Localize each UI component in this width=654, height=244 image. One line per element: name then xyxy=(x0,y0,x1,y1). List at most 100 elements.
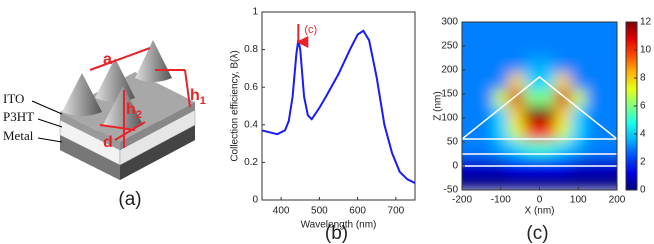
heatmap-cell xyxy=(586,22,602,40)
heatmap-cell xyxy=(493,55,509,73)
y-tick-label: 200 xyxy=(441,65,458,76)
heatmap-cell xyxy=(493,122,509,141)
heatmap-cell xyxy=(555,89,571,107)
heatmap-cell xyxy=(601,173,617,190)
x-tick-label: 100 xyxy=(570,195,587,206)
heatmap-cell xyxy=(539,173,555,190)
heatmap-cell xyxy=(462,139,478,157)
heatmap-cell xyxy=(586,106,602,124)
heatmap-cell xyxy=(586,122,602,141)
heatmap-cell xyxy=(555,72,571,90)
heatmap-cell xyxy=(539,106,555,124)
y-tick-label: 0 xyxy=(252,195,258,206)
dim-label: d xyxy=(103,134,113,151)
heatmap-cell xyxy=(493,22,509,40)
heatmap-cell xyxy=(477,173,493,190)
colorbar-tick-label: 0 xyxy=(640,185,646,196)
y-tick-label: -50 xyxy=(444,185,459,196)
heatmap-cell xyxy=(555,55,571,73)
y-axis-label: Collection efficiency, B(λ) xyxy=(230,50,241,161)
panel-label: (c) xyxy=(526,223,548,244)
heatmap-cell xyxy=(462,72,478,90)
heatmap-cell xyxy=(539,139,555,157)
x-tick-label: 700 xyxy=(388,206,405,217)
x-axis-label: X (nm) xyxy=(525,206,555,217)
heatmap-cell xyxy=(586,156,602,174)
heatmap-cell xyxy=(508,139,524,157)
heatmap-cell xyxy=(508,156,524,174)
heatmap-cell xyxy=(586,139,602,157)
heatmap-cell xyxy=(493,72,509,90)
colorbar-tick-label: 8 xyxy=(640,73,646,84)
dim-label: h2 xyxy=(126,101,142,121)
heatmap-cell xyxy=(508,89,524,107)
y-tick-label: 0.4 xyxy=(244,119,258,130)
heatmap-cell xyxy=(601,89,617,107)
heatmap-cell xyxy=(555,139,571,157)
heatmap xyxy=(462,22,617,190)
heatmap-cell xyxy=(555,173,571,190)
heatmap-cell xyxy=(462,173,478,190)
x-tick-label: 500 xyxy=(311,206,328,217)
heatmap-cell xyxy=(462,22,478,40)
heatmap-cell xyxy=(477,139,493,157)
heatmap-cell xyxy=(601,156,617,174)
heatmap-cell xyxy=(477,22,493,40)
heatmap-cell xyxy=(555,122,571,141)
heatmap-cell xyxy=(539,38,555,57)
structure-outline xyxy=(462,76,617,167)
x-tick-label: 400 xyxy=(273,206,290,217)
heatmap-cell xyxy=(570,38,586,57)
heatmap-cell xyxy=(462,55,478,73)
data-line xyxy=(261,29,416,184)
heatmap-cell xyxy=(462,89,478,107)
heatmap-cell xyxy=(570,89,586,107)
y-tick-label: 300 xyxy=(441,17,458,28)
heatmap-cell xyxy=(586,89,602,107)
heatmap-cell xyxy=(539,156,555,174)
colorbar-tick-label: 12 xyxy=(640,17,652,28)
heatmap-cell xyxy=(601,38,617,57)
heatmap-cell xyxy=(586,173,602,190)
colorbar-tick-label: 4 xyxy=(640,129,646,140)
panel-label: (a) xyxy=(118,189,141,210)
heatmap-cell xyxy=(539,89,555,107)
y-tick-label: 1 xyxy=(252,7,258,18)
heatmap-cell xyxy=(601,55,617,73)
heatmap-cell xyxy=(524,156,540,174)
y-tick-label: 0.6 xyxy=(244,82,258,93)
heatmap-cell xyxy=(524,139,540,157)
layer-label: P3HT xyxy=(3,109,34,124)
heatmap-cell xyxy=(508,55,524,73)
heatmap-cell xyxy=(524,122,540,141)
heatmap-cell xyxy=(555,38,571,57)
heatmap-cell xyxy=(477,106,493,124)
heatmap-cell xyxy=(601,106,617,124)
heatmap-cell xyxy=(601,139,617,157)
heatmap-cell xyxy=(539,122,555,141)
heatmap-cell xyxy=(462,156,478,174)
dim-label: a xyxy=(103,51,112,68)
heatmap-cell xyxy=(524,38,540,57)
y-tick-label: 250 xyxy=(441,41,458,52)
colorbar-tick-label: 10 xyxy=(640,45,652,56)
heatmap-cell xyxy=(539,22,555,40)
panel-label: (b) xyxy=(325,223,348,244)
heatmap-cell xyxy=(524,55,540,73)
heatmap-cell xyxy=(586,72,602,90)
y-axis-label: Z (nm) xyxy=(433,91,444,120)
heatmap-cell xyxy=(508,22,524,40)
heatmap-cell xyxy=(570,173,586,190)
x-tick-label: 200 xyxy=(609,195,626,206)
heatmap-cell xyxy=(555,156,571,174)
heatmap-cell xyxy=(508,72,524,90)
heatmap-cells xyxy=(462,22,617,190)
heatmap-cell xyxy=(524,106,540,124)
x-tick-label: 600 xyxy=(349,206,366,217)
y-tick-label: 50 xyxy=(447,137,459,148)
x-axis-label: Wavelength (nm) xyxy=(301,220,377,231)
heatmap-cell xyxy=(508,38,524,57)
heatmap-cell xyxy=(477,122,493,141)
heatmap-cell xyxy=(508,122,524,141)
